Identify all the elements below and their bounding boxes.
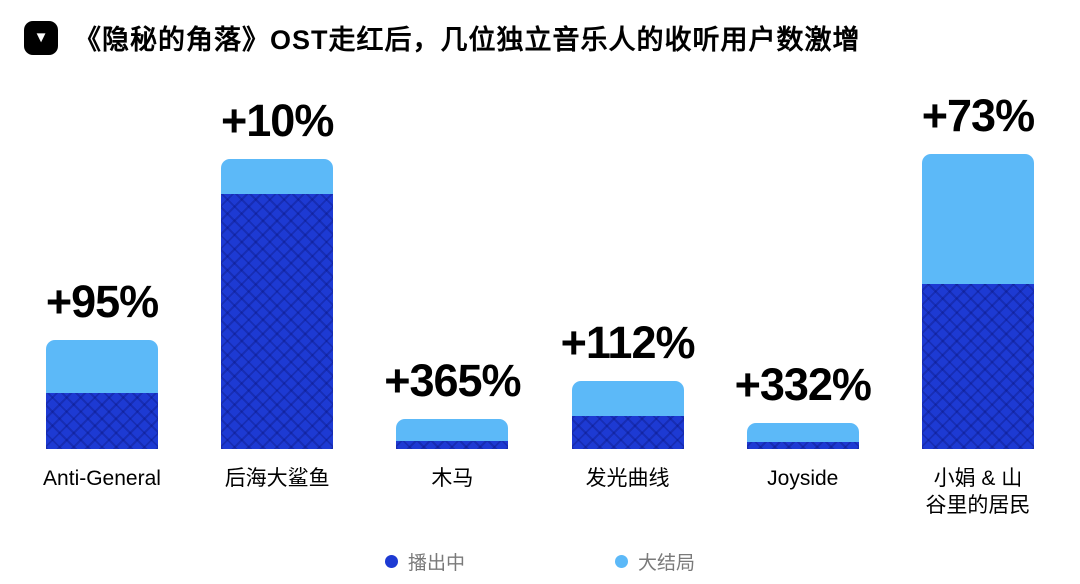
- legend-dot-airing-icon: [384, 554, 398, 568]
- category-labels-row: Anti-General 后海大鲨鱼 木马 发光曲线 Joyside 小娟 & 山 谷里的…: [0, 465, 1080, 520]
- legend-label-finale: 大结局: [638, 552, 696, 574]
- bar-segment-airing: [221, 194, 334, 449]
- bar-annotation: +365%: [384, 355, 521, 406]
- bar-segment-airing: [571, 416, 684, 449]
- bar-segment-airing: [746, 442, 859, 449]
- bar: [571, 381, 684, 449]
- category-label: 后海大鲨鱼: [224, 467, 330, 490]
- bar-segment-finale: [746, 423, 859, 442]
- brand-logo-icon: ▼: [24, 20, 58, 55]
- chart-column: +365%: [366, 355, 538, 449]
- bar: [746, 423, 859, 449]
- chart-column: +95%: [16, 276, 188, 449]
- bar-segment-finale: [221, 159, 334, 194]
- bar-annotation: +95%: [45, 276, 159, 327]
- chart-title: 《隐秘的角落》OST走红后，几位独立音乐人的收听用户数激增: [74, 25, 861, 55]
- legend-item-airing: 播出中: [384, 548, 465, 575]
- category-label: 小娟 & 山 谷里的居民: [925, 467, 1031, 518]
- legend-label-airing: 播出中: [407, 552, 465, 574]
- bar-annotation: +332%: [734, 359, 872, 410]
- bar-annotation: +73%: [921, 90, 1035, 141]
- category-label: 发光曲线: [585, 467, 670, 490]
- bar-segment-airing: [921, 284, 1034, 449]
- category-label: Joyside: [767, 467, 839, 490]
- bar: [221, 159, 334, 449]
- chart-column: +10%: [191, 95, 363, 449]
- bar: [921, 154, 1034, 449]
- chart-column: +112%: [542, 317, 714, 449]
- chart-column: +332%: [717, 359, 889, 449]
- bar-segment-finale: [46, 340, 158, 393]
- bar-segment-finale: [396, 419, 509, 441]
- bar: [396, 419, 509, 449]
- category-label: Anti-General: [43, 467, 161, 490]
- legend-dot-finale-icon: [615, 554, 628, 568]
- chart-area: +95% +10% +365% +112% +332% +73%: [0, 63, 1080, 449]
- bar-segment-airing: [396, 441, 509, 449]
- category-label: 木马: [431, 467, 474, 490]
- bar-segment-airing: [46, 393, 158, 449]
- header: ▼ 《隐秘的角落》OST走红后，几位独立音乐人的收听用户数激增: [0, 0, 1080, 57]
- bar-segment-finale: [571, 381, 684, 416]
- legend: 播出中 大结局: [0, 548, 1080, 575]
- bar: [46, 340, 158, 449]
- bar-annotation: +112%: [560, 317, 696, 368]
- chart-column: +73%: [892, 90, 1064, 449]
- bar-annotation: +10%: [221, 95, 334, 146]
- legend-item-finale: 大结局: [615, 548, 695, 575]
- bar-segment-finale: [921, 154, 1034, 284]
